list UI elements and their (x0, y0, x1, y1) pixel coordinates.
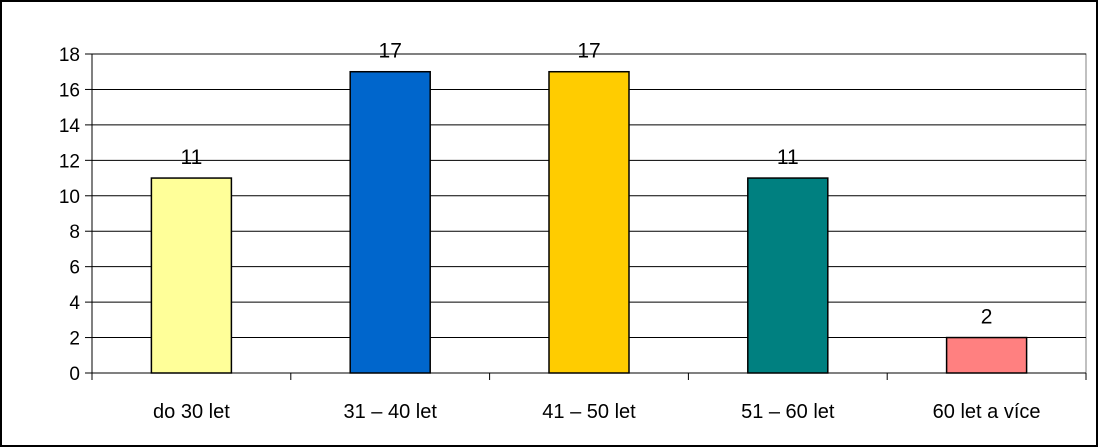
y-tick-label: 16 (59, 80, 80, 101)
bar (747, 177, 829, 374)
y-tick-label: 18 (59, 45, 80, 66)
value-labels: 11 17 17 11 2 (180, 40, 992, 329)
y-tick-label: 10 (59, 187, 80, 208)
y-tick-label: 8 (69, 222, 80, 243)
y-tick-label: 4 (69, 293, 80, 314)
bar (349, 70, 431, 374)
bars (150, 70, 1028, 374)
y-tick-label: 2 (69, 329, 80, 350)
x-tick-label: 31 – 40 let (343, 401, 437, 423)
bar (548, 70, 630, 374)
y-tick-labels: 0 2 4 6 8 10 12 14 16 18 (59, 45, 81, 385)
y-tick-label: 12 (59, 151, 80, 172)
x-tick-label: 41 – 50 let (542, 401, 636, 423)
x-tick-label: 60 let a více (933, 401, 1041, 423)
data-label: 11 (777, 146, 799, 169)
x-tick-label: 51 – 60 let (741, 401, 835, 423)
bar (945, 336, 1028, 374)
x-tick-label: do 30 let (153, 401, 230, 423)
y-tick-label: 6 (69, 258, 80, 279)
bar (150, 177, 233, 374)
data-label: 11 (180, 146, 202, 169)
data-label: 17 (379, 40, 402, 63)
data-label: 2 (981, 306, 993, 329)
x-tick-labels: do 30 let 31 – 40 let 41 – 50 let 51 – 60 l… (153, 401, 1040, 423)
data-label: 17 (577, 40, 600, 63)
y-tick-label: 0 (69, 364, 80, 385)
y-tick-label: 14 (59, 116, 81, 137)
